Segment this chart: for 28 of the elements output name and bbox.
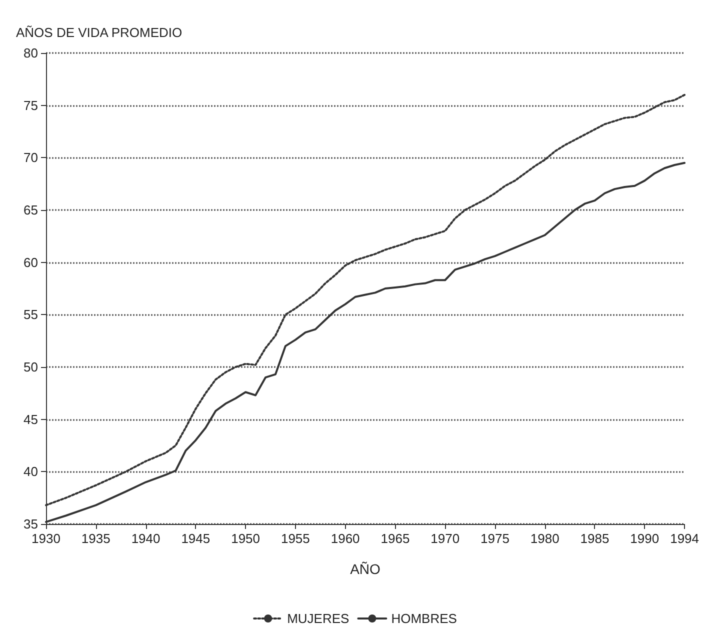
y-tick-label: 55 (24, 307, 38, 322)
x-tick-label: 1935 (81, 531, 110, 546)
x-tick-label: 1945 (181, 531, 210, 546)
x-tick-label: 1975 (480, 531, 510, 546)
x-tick-label: 1960 (330, 531, 360, 546)
y-tick-label: 75 (24, 98, 38, 113)
x-tick-label: 1930 (32, 531, 60, 546)
y-tick-label: 40 (24, 464, 38, 480)
y-tick-label: 60 (24, 254, 38, 270)
y-tick-label: 65 (24, 202, 38, 218)
legend-label: MUJERES (287, 611, 350, 626)
y-tick-label: 35 (24, 516, 38, 532)
y-tick-label: 50 (24, 360, 38, 374)
y-tick-label: 70 (24, 150, 38, 166)
x-tick-label: 1940 (131, 531, 160, 546)
x-tick-label: 1990 (630, 531, 660, 546)
x-tick-label: 1985 (580, 531, 610, 546)
y-tick-label: 45 (24, 412, 38, 427)
x-axis-title: AÑO (350, 561, 381, 577)
x-tick-label: 1955 (280, 531, 310, 546)
legend-label: HOMBRES (391, 611, 458, 626)
x-tick-label: 1980 (530, 531, 560, 546)
x-tick-label: 1970 (430, 531, 460, 546)
y-tick-label: 80 (24, 46, 38, 60)
x-tick-label: 1950 (231, 531, 260, 546)
x-tick-label: 1965 (380, 531, 410, 546)
x-tick-label: 1994 (670, 531, 699, 546)
y-axis-title: AÑOS DE VIDA PROMEDIO (16, 25, 182, 40)
